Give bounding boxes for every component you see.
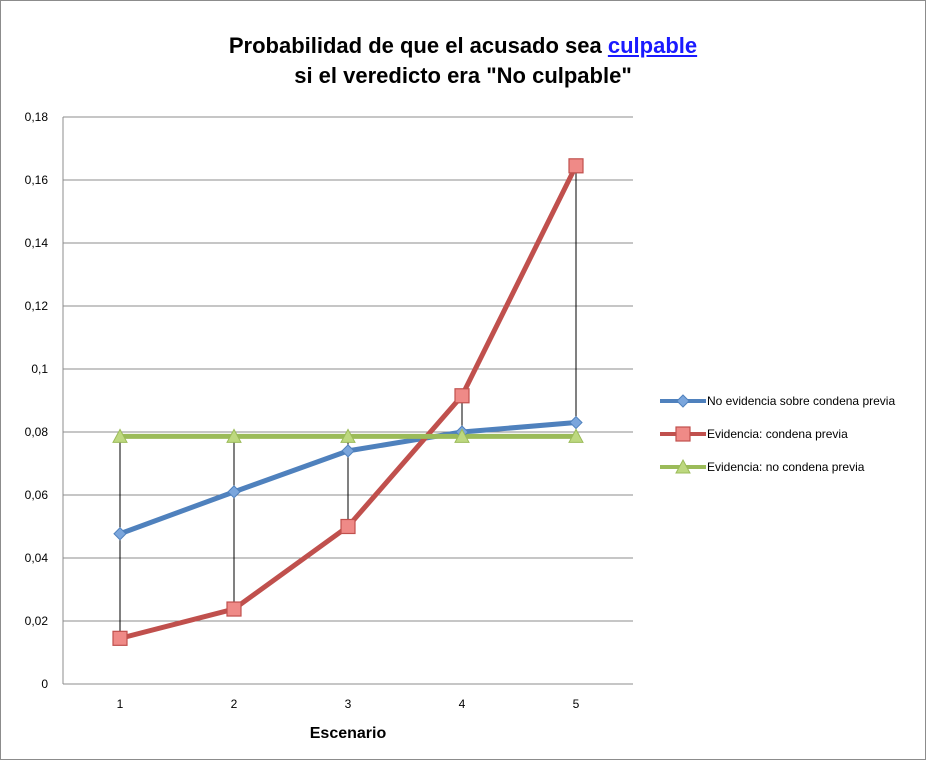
y-tick-label: 0,18 [25,110,49,124]
chart-title-line2: si el veredicto era "No culpable" [294,63,632,88]
y-tick-label: 0,02 [25,614,49,628]
data-point [340,518,356,535]
legend-label: No evidencia sobre condena previa [707,394,895,408]
data-point [568,428,584,443]
y-tick-label: 0 [41,677,48,691]
data-point [454,388,470,404]
y-tick-label: 0,12 [25,299,49,313]
data-point [112,630,128,646]
x-axis-label: Escenario [310,725,387,742]
legend-label: Evidencia: condena previa [707,427,848,441]
y-tick-label: 0,16 [25,173,49,187]
y-tick-label: 0,1 [31,362,48,376]
data-point [227,485,241,499]
x-tick-label: 2 [231,697,238,711]
chart-title-link[interactable]: culpable [607,33,698,58]
data-point [112,428,128,443]
data-point [226,428,242,443]
series-line [117,163,579,641]
y-tick-label: 0,04 [25,551,49,565]
legend-label: Evidencia: no condena previa [707,460,865,474]
x-tick-label: 5 [573,697,580,711]
legend-swatch-marker [675,426,691,442]
data-point [340,428,356,443]
data-point [226,601,242,617]
y-tick-label: 0,14 [25,236,49,250]
data-point [454,428,470,443]
data-point [569,415,583,430]
chart-title: Probabilidad de que el acusado sea culpa… [1,31,925,91]
data-point [568,158,584,174]
y-tick-label: 0,08 [25,425,49,439]
chart-title-text: Probabilidad de que el acusado sea [228,33,608,58]
chart-title-line1: Probabilidad de que el acusado sea culpa… [229,33,697,58]
y-tick-label: 0,06 [25,488,49,502]
legend-swatch-marker [675,458,691,474]
data-point [341,444,355,458]
x-tick-label: 4 [459,697,466,711]
data-point [113,527,127,541]
legend-swatch-marker [676,394,690,408]
x-tick-label: 1 [117,697,124,711]
x-tick-label: 3 [345,697,352,711]
